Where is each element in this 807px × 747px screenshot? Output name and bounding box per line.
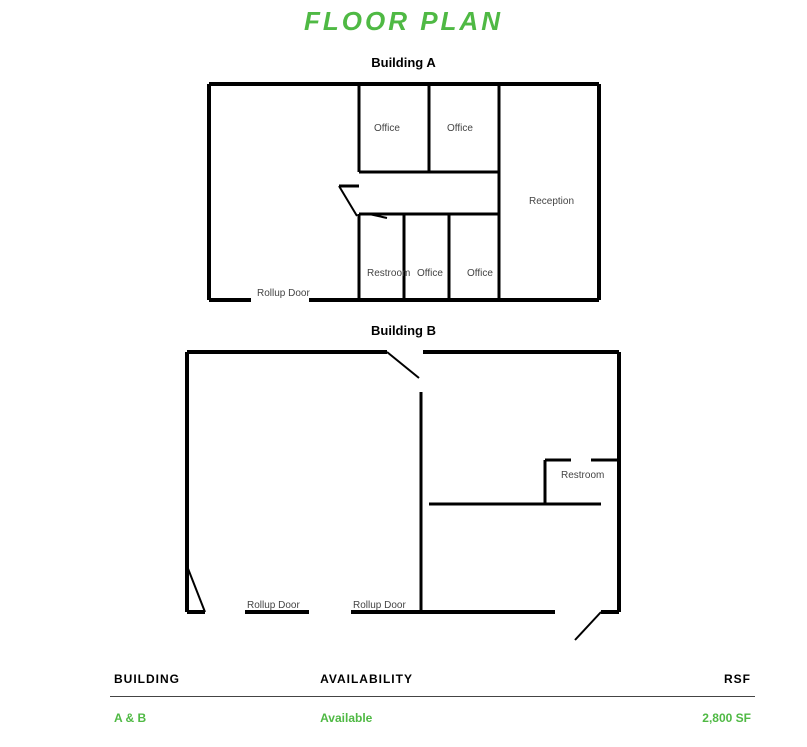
col-rsf: RSF xyxy=(597,664,755,697)
floor-plans: Building A Office Office Reception Restroom… xyxy=(0,55,807,649)
svg-text:Restroom: Restroom xyxy=(367,268,410,279)
cell-rsf: 2,800 SF xyxy=(597,697,755,730)
cell-building: A & B xyxy=(110,697,316,730)
cell-availability: Available xyxy=(316,697,597,730)
svg-text:Rollup Door: Rollup Door xyxy=(247,600,300,611)
availability-table-wrap: BUILDING AVAILABILITY RSF A & B Availabl… xyxy=(110,664,755,729)
building-a-label: Building A xyxy=(371,55,436,70)
svg-text:Rollup Door: Rollup Door xyxy=(257,288,310,299)
table-row: A & B Available 2,800 SF xyxy=(110,697,755,730)
building-b-plan: Restroom Rollup Door Rollup Door xyxy=(169,344,639,649)
building-a-plan: Office Office Reception Restroom Office Offic… xyxy=(189,76,619,319)
col-building: BUILDING xyxy=(110,664,316,697)
building-b-label: Building B xyxy=(371,323,436,338)
svg-text:Office: Office xyxy=(467,268,493,279)
svg-text:Office: Office xyxy=(447,123,473,134)
svg-text:Restroom: Restroom xyxy=(561,470,604,481)
svg-text:Office: Office xyxy=(374,123,400,134)
availability-table: BUILDING AVAILABILITY RSF A & B Availabl… xyxy=(110,664,755,729)
svg-text:Rollup Door: Rollup Door xyxy=(353,600,406,611)
col-availability: AVAILABILITY xyxy=(316,664,597,697)
svg-text:Office: Office xyxy=(417,268,443,279)
svg-text:Reception: Reception xyxy=(529,196,574,207)
page-title: FLOOR PLAN xyxy=(0,0,807,55)
